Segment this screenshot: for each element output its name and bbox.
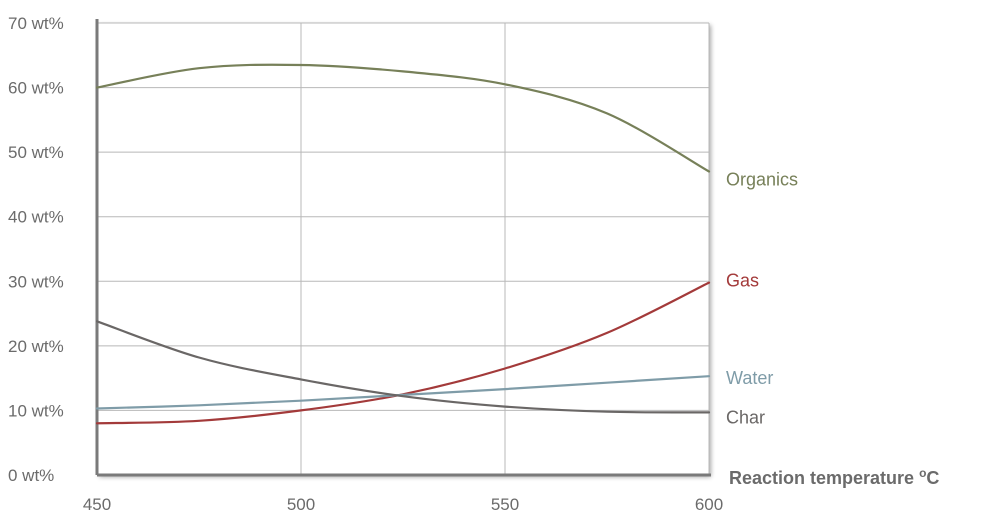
series-line-organics xyxy=(95,63,711,173)
x-tick-label: 450 xyxy=(83,495,111,514)
x-axis-unit: oC xyxy=(919,466,939,488)
series-label-organics: Organics xyxy=(726,170,798,190)
series-label-char: Char xyxy=(726,407,765,427)
y-tick-label: 50 wt% xyxy=(8,143,64,162)
series-label-gas: Gas xyxy=(726,271,759,291)
y-tick-label: 20 wt% xyxy=(8,337,64,356)
y-tick-label: 60 wt% xyxy=(8,79,64,98)
y-tick-label: 40 wt% xyxy=(8,208,64,227)
plot-area xyxy=(97,23,709,475)
x-tick-label: 500 xyxy=(287,495,315,514)
x-axis-title: Reaction temperature oC xyxy=(729,466,939,488)
y-tick-label: 0 wt% xyxy=(8,466,54,485)
series-line-water xyxy=(95,375,711,410)
x-tick-label: 600 xyxy=(695,495,723,514)
series-label-water: Water xyxy=(726,368,773,388)
axes xyxy=(95,19,711,477)
series-lines xyxy=(95,63,711,425)
series-labels: Organics Gas Water Char xyxy=(726,170,798,428)
y-tick-label: 30 wt% xyxy=(8,272,64,291)
y-tick-label: 70 wt% xyxy=(8,14,64,33)
grid-lines xyxy=(97,22,710,475)
series-line-char xyxy=(95,320,711,414)
y-tick-label: 10 wt% xyxy=(8,401,64,420)
y-tick-labels: 0 wt% 10 wt% 20 wt% 30 wt% 40 wt% 50 wt% 60 wt… xyxy=(8,14,64,485)
x-tick-labels: 450 500 550 600 xyxy=(83,495,723,514)
x-tick-label: 550 xyxy=(491,495,519,514)
